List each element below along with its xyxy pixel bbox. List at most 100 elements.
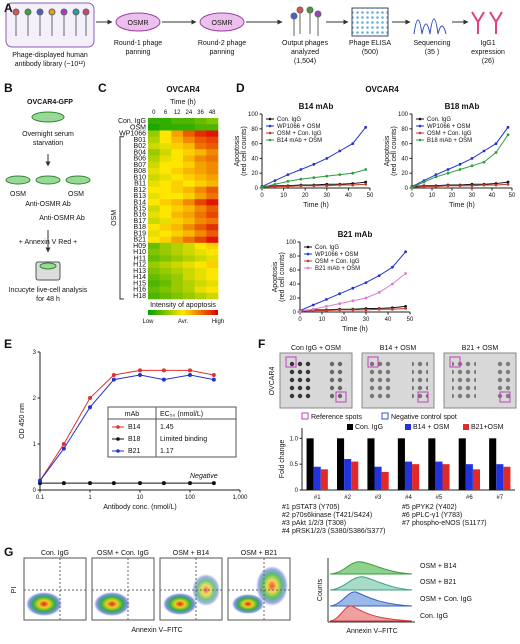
target-number: #3 [282,520,290,527]
legend-label: B21+OSM [471,424,504,431]
heatmap-cell [194,274,207,281]
row-label: B11 [134,181,146,188]
heatmap-cell [171,136,184,144]
legend-label: Reference spots [311,414,362,421]
row-label: H10 [133,249,146,256]
treatment-label: Anti-OSMR Ab [39,215,85,222]
y-tick-label: 1.0 [290,436,299,442]
heatmap-cell [194,199,207,206]
legend-swatch [463,424,469,430]
heatmap-cell [206,205,219,212]
y-tick-label: 80 [251,127,258,133]
blot-spots [288,360,312,400]
heatmap-cell [171,292,184,300]
heatmap-cell [206,149,219,156]
panel-label: F [258,337,265,351]
colorbar-tick: High [212,319,224,325]
x-tick-label: 40 [385,317,392,323]
x-tick-label: 6 [164,110,168,116]
data-point [351,299,355,303]
panel-label: B [4,81,13,95]
heatmap-cell [159,274,172,281]
x-tick-label: #7 [496,495,503,501]
data-point [312,176,316,180]
data-point [404,272,407,275]
row-label: OSM [130,124,146,131]
data-point [364,296,368,300]
legend-label: OSM + Con. IgG [277,131,322,137]
heatmap-cell [183,192,195,200]
bar [412,464,420,490]
y-tick-label: 0 [33,488,37,494]
target-ellipse [199,12,245,32]
y-tick-label: 40 [401,156,408,162]
heatmap-cell [148,124,160,131]
y-tick-label: 60 [251,142,258,148]
y-tick-label: 100 [286,240,297,246]
heatmap-cell [171,236,184,244]
data-point [338,173,342,177]
heatmap-cell [194,180,207,187]
heatmap-cell [159,136,172,144]
y-axis-label: (red cell counts) [241,126,248,176]
annotation: Negative [190,473,218,480]
heatmap-cell [183,261,195,269]
data-point [506,182,510,186]
histogram [327,558,415,623]
legend-swatch [268,138,272,142]
data-point [286,185,290,188]
legend-swatch [347,424,353,430]
legend-label: B14 mAb + OSM [277,138,322,144]
x-tick-label: 100 [185,495,196,501]
x-axis-label: Time (h) [303,202,329,209]
x-tick-label: #3 [375,495,382,501]
y-tick-label: 0 [295,488,299,494]
row-label: B04 [134,149,147,156]
bar [397,438,405,490]
heatmap-cell [171,267,184,275]
row-label: B02 [134,143,147,150]
step-label: (35 ) [425,49,439,56]
row-label: H16 [133,287,146,294]
panel-b-graphics [5,111,91,281]
row-label: H09 [133,243,146,250]
heatmap-cell [159,286,172,294]
data-point [211,373,216,377]
heatmap-cell [159,142,172,150]
legend-label: Con. IgG [427,117,451,123]
blot-spots [452,360,476,400]
heatmap-cell [171,230,184,237]
target-label: pPYK2 (Y402) [412,504,457,511]
heatmap-cell [206,286,219,294]
legend-swatch [306,252,310,256]
heatmap-cell [183,249,195,256]
flow-title: OSM + Con. IgG [97,550,149,557]
heatmap-cell [171,124,184,131]
legend-label: B14 [128,424,141,431]
data-point [458,162,462,166]
data-point [422,185,426,188]
heatmap-cell [171,249,184,256]
legend-label: B14 + OSM [413,424,450,431]
flow-plot [227,557,291,621]
data-point [161,368,166,373]
data-point [364,281,368,284]
y-tick-label: 20 [289,296,296,302]
data-point [446,171,450,175]
heatmap-cell [171,286,184,294]
heatmap-cell [183,205,195,212]
legend-label: B21 [128,448,141,455]
heatmap-cell [171,149,184,156]
heatmap-cell [194,249,207,256]
legend-label: OSM + Con. IgG [315,259,360,265]
legend-swatch [418,124,422,128]
x-tick-label: #1 [314,495,321,501]
heatmap-cell [194,217,207,225]
heatmap-cell [183,155,195,162]
data-point [211,377,216,382]
y-axis-label: OD 450 nm [19,403,26,439]
heatmap-cell [194,186,207,194]
y-tick-label: 0.5 [290,462,299,468]
treatment-label: Anti-OSMR Ab [25,201,71,208]
data-point [325,305,328,308]
